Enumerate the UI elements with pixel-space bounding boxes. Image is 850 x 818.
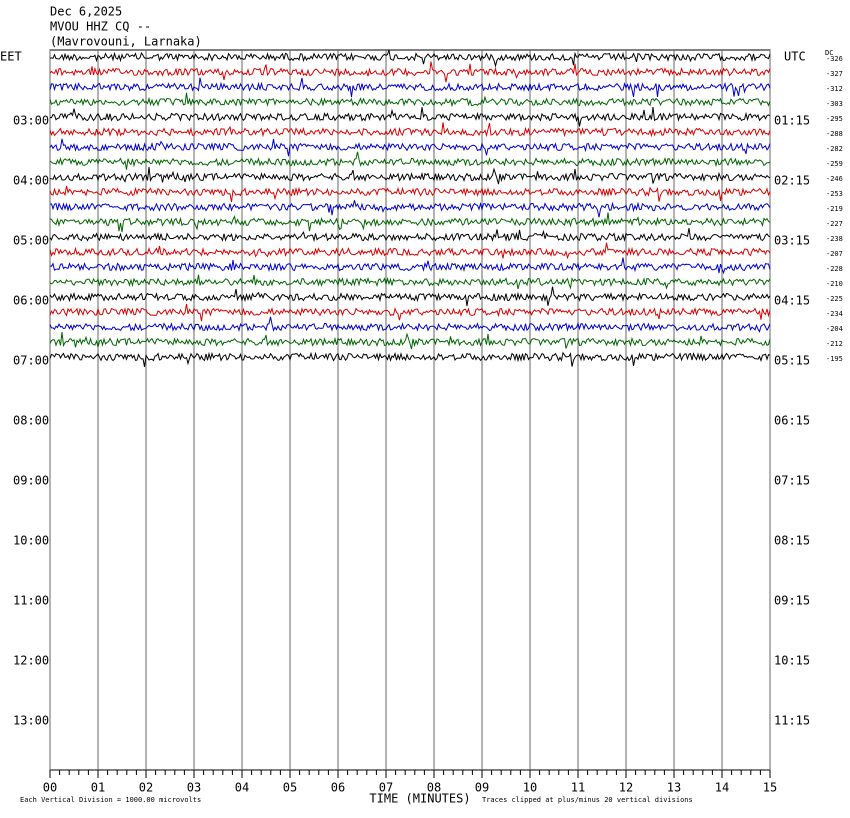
title-line: (Mavrovouni, Larnaka) <box>50 35 202 49</box>
right-hour-label: 08:15 <box>774 534 810 548</box>
left-hour-label: 08:00 <box>13 414 49 428</box>
dc-offset: -195 <box>826 355 843 363</box>
dc-offset: -282 <box>826 145 843 153</box>
trace <box>49 257 771 275</box>
trace <box>49 274 771 290</box>
right-hour-label: 07:15 <box>774 474 810 488</box>
right-hour-label: 09:15 <box>774 594 810 608</box>
trace <box>49 106 771 127</box>
x-tick-label: 14 <box>715 781 729 795</box>
x-tick-label: 07 <box>379 781 393 795</box>
right-hour-label: 11:15 <box>774 714 810 728</box>
dc-offset: -219 <box>826 205 843 213</box>
x-tick-label: 05 <box>283 781 297 795</box>
dc-offset: -227 <box>826 220 843 228</box>
trace <box>49 200 771 218</box>
dc-offset: -312 <box>826 85 843 93</box>
x-tick-label: 06 <box>331 781 345 795</box>
trace <box>49 151 771 170</box>
dc-offset: -204 <box>826 325 843 333</box>
title-line: MVOU HHZ CQ -- <box>50 20 151 34</box>
left-hour-label: 09:00 <box>13 474 49 488</box>
dc-offset: -326 <box>826 55 843 63</box>
dc-offset: -238 <box>826 235 843 243</box>
dc-offset: -253 <box>826 190 843 198</box>
x-tick-label: 04 <box>235 781 249 795</box>
trace <box>49 316 771 333</box>
trace <box>49 286 771 307</box>
left-hour-label: 11:00 <box>13 594 49 608</box>
right-hour-label: 02:15 <box>774 174 810 188</box>
trace <box>49 303 771 322</box>
left-hour-label: 10:00 <box>13 534 49 548</box>
dc-label: DC <box>825 49 833 57</box>
x-tick-label: 10 <box>523 781 537 795</box>
left-hour-label: 04:00 <box>13 174 49 188</box>
left-hour-label: 13:00 <box>13 714 49 728</box>
x-tick-label: 01 <box>91 781 105 795</box>
trace <box>49 138 771 157</box>
x-tick-label: 15 <box>763 781 777 795</box>
left-hour-label: 12:00 <box>13 654 49 668</box>
x-tick-label: 08 <box>427 781 441 795</box>
x-tick-label: 03 <box>187 781 201 795</box>
trace <box>49 228 771 243</box>
right-hour-label: 01:15 <box>774 114 810 128</box>
trace <box>49 332 771 350</box>
x-tick-label: 00 <box>43 781 57 795</box>
plot-frame <box>49 49 771 771</box>
dc-offset: -225 <box>826 295 843 303</box>
x-tick-label: 09 <box>475 781 489 795</box>
dc-offset: -228 <box>826 265 843 273</box>
right-zone: UTC <box>784 50 806 64</box>
trace <box>49 77 771 98</box>
x-axis-label: TIME (MINUTES) <box>369 792 470 806</box>
right-hour-label: 10:15 <box>774 654 810 668</box>
trace <box>49 167 771 185</box>
left-hour-label: 07:00 <box>13 354 49 368</box>
x-tick-label: 11 <box>571 781 585 795</box>
x-tick-label: 12 <box>619 781 633 795</box>
trace <box>49 61 771 83</box>
x-tick-label: 13 <box>667 781 681 795</box>
trace <box>49 185 771 202</box>
trace <box>49 351 771 367</box>
left-zone: EET <box>0 50 22 64</box>
clip-note: Traces clipped at plus/minus 20 vertical… <box>482 796 693 804</box>
right-hour-label: 03:15 <box>774 234 810 248</box>
trace <box>49 212 771 233</box>
dc-offset: -295 <box>826 115 843 123</box>
right-hour-label: 04:15 <box>774 294 810 308</box>
dc-offset: -210 <box>826 280 843 288</box>
dc-offset: -212 <box>826 340 843 348</box>
right-hour-label: 05:15 <box>774 354 810 368</box>
x-tick-label: 02 <box>139 781 153 795</box>
trace <box>49 122 771 138</box>
title-line: Dec 6,2025 <box>50 5 122 19</box>
scale-note: Each Vertical Division = 1000.00 microvo… <box>20 796 201 804</box>
trace <box>49 92 771 108</box>
trace <box>49 242 771 260</box>
dc-offset: -207 <box>826 250 843 258</box>
left-hour-label: 03:00 <box>13 114 49 128</box>
dc-offset: -246 <box>826 175 843 183</box>
dc-offset: -259 <box>826 160 843 168</box>
dc-offset: -303 <box>826 100 843 108</box>
dc-offset: -288 <box>826 130 843 138</box>
left-hour-label: 06:00 <box>13 294 49 308</box>
dc-offset: -327 <box>826 70 843 78</box>
right-hour-label: 06:15 <box>774 414 810 428</box>
left-hour-label: 05:00 <box>13 234 49 248</box>
dc-offset: -234 <box>826 310 843 318</box>
trace <box>49 49 771 68</box>
